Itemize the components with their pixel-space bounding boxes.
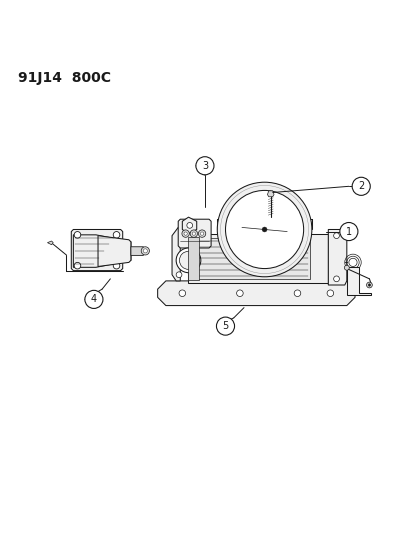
Polygon shape: [267, 191, 273, 197]
Circle shape: [261, 227, 266, 232]
Text: 1: 1: [345, 227, 351, 237]
Circle shape: [225, 190, 303, 269]
Circle shape: [74, 262, 81, 269]
Circle shape: [74, 231, 81, 238]
Polygon shape: [131, 247, 145, 255]
Circle shape: [195, 157, 214, 175]
Polygon shape: [188, 238, 309, 279]
Polygon shape: [188, 237, 198, 280]
Polygon shape: [346, 266, 370, 295]
Circle shape: [294, 290, 300, 296]
Polygon shape: [182, 217, 196, 233]
Circle shape: [326, 290, 333, 296]
Circle shape: [339, 222, 357, 240]
Circle shape: [351, 177, 369, 196]
Circle shape: [190, 230, 197, 237]
Polygon shape: [71, 230, 122, 271]
Circle shape: [179, 251, 197, 269]
Circle shape: [113, 262, 119, 269]
Circle shape: [176, 248, 200, 273]
Circle shape: [192, 232, 195, 235]
Circle shape: [217, 182, 311, 277]
Text: 4: 4: [90, 294, 97, 304]
Polygon shape: [188, 233, 328, 283]
Circle shape: [333, 276, 339, 282]
Circle shape: [113, 231, 119, 238]
Circle shape: [236, 290, 242, 296]
Circle shape: [344, 265, 349, 270]
Circle shape: [333, 233, 339, 239]
Circle shape: [366, 282, 371, 288]
Circle shape: [186, 222, 192, 228]
Circle shape: [367, 284, 370, 286]
Polygon shape: [98, 236, 131, 266]
Text: 5: 5: [222, 321, 228, 331]
Circle shape: [141, 247, 149, 255]
Circle shape: [178, 290, 185, 296]
Circle shape: [143, 249, 147, 253]
Polygon shape: [172, 225, 188, 281]
Circle shape: [181, 230, 189, 237]
Text: 91J14  800C: 91J14 800C: [18, 71, 111, 85]
Text: 3: 3: [202, 161, 207, 171]
Text: 2: 2: [357, 181, 363, 191]
Circle shape: [85, 290, 103, 309]
Polygon shape: [73, 235, 131, 268]
Polygon shape: [157, 281, 354, 305]
Circle shape: [176, 272, 181, 278]
Circle shape: [216, 317, 234, 335]
Polygon shape: [328, 230, 346, 285]
Polygon shape: [47, 241, 53, 245]
Polygon shape: [178, 219, 211, 248]
Circle shape: [200, 232, 203, 235]
Circle shape: [183, 232, 187, 235]
Circle shape: [198, 230, 205, 237]
